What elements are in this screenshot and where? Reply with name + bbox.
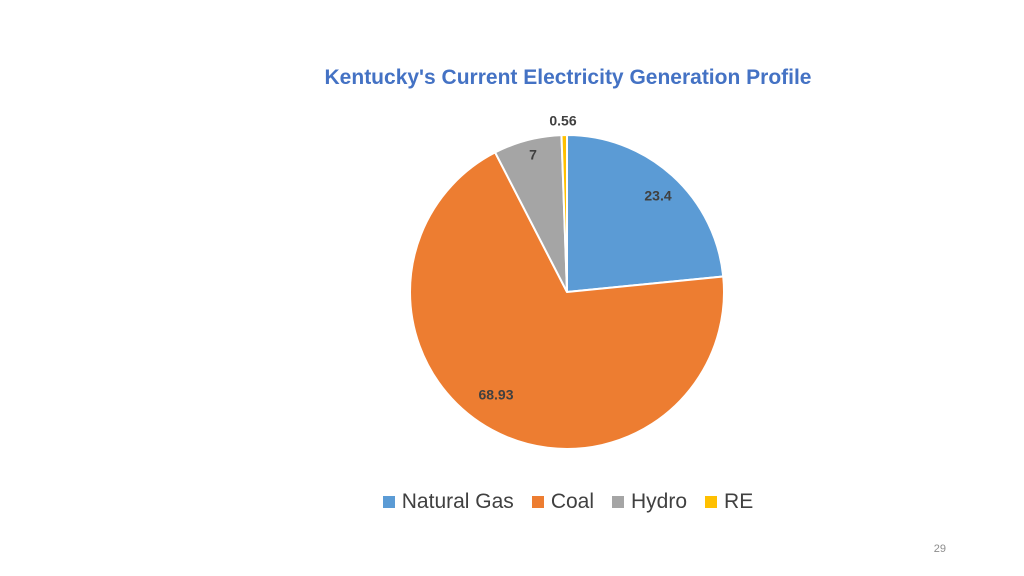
data-label-hydro: 7 (529, 147, 537, 163)
legend-label: Hydro (631, 490, 688, 513)
chart-title: Kentucky's Current Electricity Generatio… (324, 66, 812, 89)
page-number: 29 (933, 543, 946, 555)
legend-swatch (382, 496, 395, 508)
legend-label: Coal (550, 490, 595, 513)
legend-swatch (612, 496, 625, 508)
legend-swatch (531, 496, 544, 508)
data-label-re: 0.56 (549, 113, 576, 129)
legend-swatch (705, 496, 718, 508)
legend-item-coal: Coal (531, 490, 595, 514)
legend-label: RE (724, 490, 754, 513)
data-label-natural-gas: 23.4 (644, 188, 671, 204)
pie-slice-re (560, 133, 568, 293)
legend-item-re: RE (705, 490, 753, 514)
data-label-coal: 68.93 (478, 387, 513, 403)
legend-item-hydro: Hydro (612, 490, 687, 514)
legend-item-natural-gas: Natural Gas (382, 490, 514, 514)
legend-label: Natural Gas (401, 490, 514, 513)
pie-slice-natural-gas (566, 133, 725, 294)
chart-legend: Natural Gas Coal Hydro RE (0, 490, 1024, 514)
pie-slice-coal (409, 151, 725, 450)
